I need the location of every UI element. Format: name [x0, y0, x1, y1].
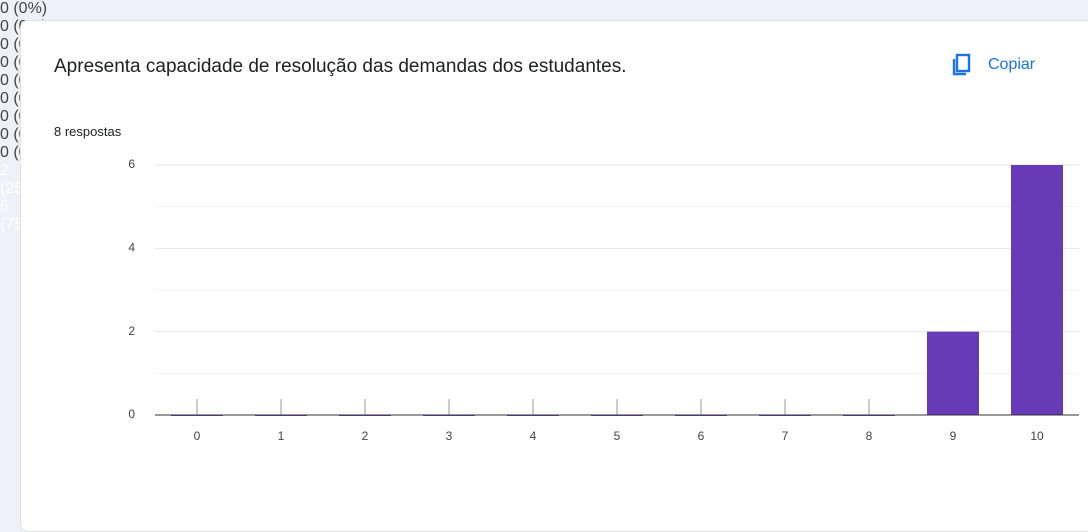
copy-icon	[952, 53, 971, 76]
y-tick-label: 2	[128, 324, 135, 338]
question-title: Apresenta capacidade de resolução das de…	[54, 56, 627, 77]
chart: 0 2 4 6 0 1 2 3 4 5 6 7 8 9 10	[128, 157, 1079, 443]
x-tick-label: 9	[950, 429, 957, 443]
x-tick-label: 6	[698, 429, 705, 443]
bar	[1011, 165, 1063, 415]
x-tick-label: 0	[194, 429, 201, 443]
x-tick-label: 1	[278, 429, 285, 443]
response-count: 8 respostas	[54, 124, 122, 139]
value-label: 0 (0%)	[0, 0, 48, 17]
x-tick-label: 5	[614, 429, 621, 443]
copy-label: Copiar	[988, 56, 1036, 73]
x-tick-label: 10	[1030, 429, 1044, 443]
x-tick-label: 7	[782, 429, 789, 443]
x-tick-label: 2	[362, 429, 369, 443]
y-tick-label: 4	[128, 241, 135, 255]
x-tick-label: 4	[530, 429, 537, 443]
x-tick-label: 8	[866, 429, 873, 443]
copy-button[interactable]: Copiar	[950, 50, 1035, 80]
y-tick-label: 6	[128, 157, 135, 171]
y-tick-label: 0	[128, 407, 135, 421]
x-tick-label: 3	[446, 429, 453, 443]
bar	[927, 331, 979, 415]
card	[20, 20, 1088, 532]
